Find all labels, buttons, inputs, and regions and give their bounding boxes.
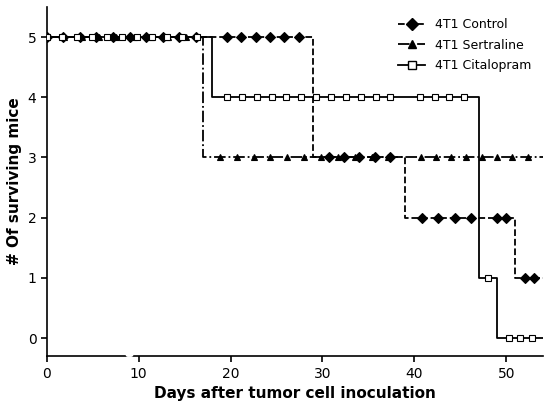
Y-axis label: # Of surviving mice: # Of surviving mice [7, 98, 22, 265]
X-axis label: Days after tumor cell inoculation: Days after tumor cell inoculation [154, 386, 436, 401]
Legend: 4T1 Control, 4T1 Sertraline, 4T1 Citalopram: 4T1 Control, 4T1 Sertraline, 4T1 Citalop… [393, 13, 537, 77]
